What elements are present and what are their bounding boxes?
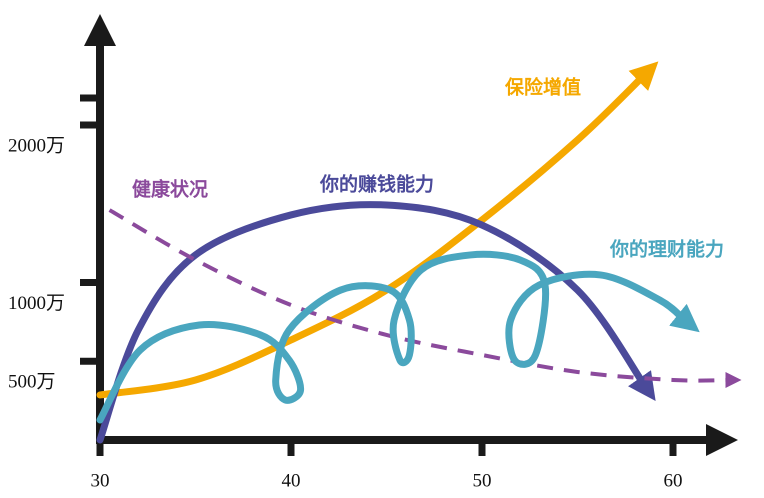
series-label: 健康状况 (132, 178, 208, 201)
series-line (96, 61, 659, 399)
x-tick-label: 60 (664, 470, 683, 491)
y-tick-label: 1000万 (8, 293, 65, 314)
x-tick-label: 30 (91, 470, 110, 491)
y-tick-label: 500万 (8, 372, 56, 393)
series-label: 你的赚钱能力 (319, 173, 434, 196)
x-tick-label: 50 (473, 470, 492, 491)
y-tick-label: 2000万 (8, 135, 65, 156)
x-tick-label: 40 (282, 470, 301, 491)
series-label: 保险增值 (504, 76, 581, 99)
series-label: 你的理财能力 (609, 238, 724, 261)
series-line (96, 201, 656, 444)
series-line (108, 208, 742, 388)
series-line (96, 250, 700, 424)
